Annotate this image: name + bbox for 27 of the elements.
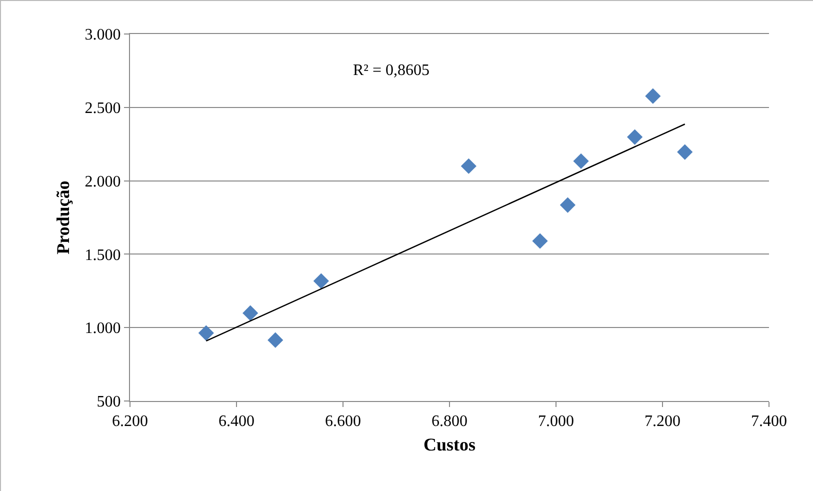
y-tick-label: 1.000 <box>84 320 121 338</box>
y-tick-label: 3.000 <box>84 26 121 44</box>
point <box>313 273 329 289</box>
point <box>645 88 661 104</box>
x-tick-label: 7.000 <box>538 413 574 430</box>
x-tick-label: 6.200 <box>112 413 148 430</box>
point <box>560 197 576 213</box>
point <box>532 233 548 249</box>
x-tick-label: 6.400 <box>218 413 254 430</box>
point <box>268 332 284 348</box>
point <box>573 153 589 169</box>
x-tick-label: 6.600 <box>325 413 361 430</box>
y-tick-label: 2.000 <box>84 173 121 190</box>
point <box>460 158 476 174</box>
point <box>198 325 214 341</box>
x-tick-label: 6.800 <box>432 413 468 430</box>
point <box>242 305 258 321</box>
point <box>677 144 693 160</box>
y-tick-label: 2.500 <box>84 100 121 117</box>
x-axis-title: Custos <box>423 434 476 454</box>
x-tick-label: 7.400 <box>751 413 787 430</box>
y-tick-label: 500 <box>96 394 121 411</box>
annotation: R² = 0,8605 <box>353 62 430 79</box>
y-axis-title: Produção <box>53 180 73 254</box>
point <box>627 129 643 145</box>
x-tick-label: 7.200 <box>644 413 680 430</box>
y-tick-label: 1.500 <box>84 246 121 264</box>
